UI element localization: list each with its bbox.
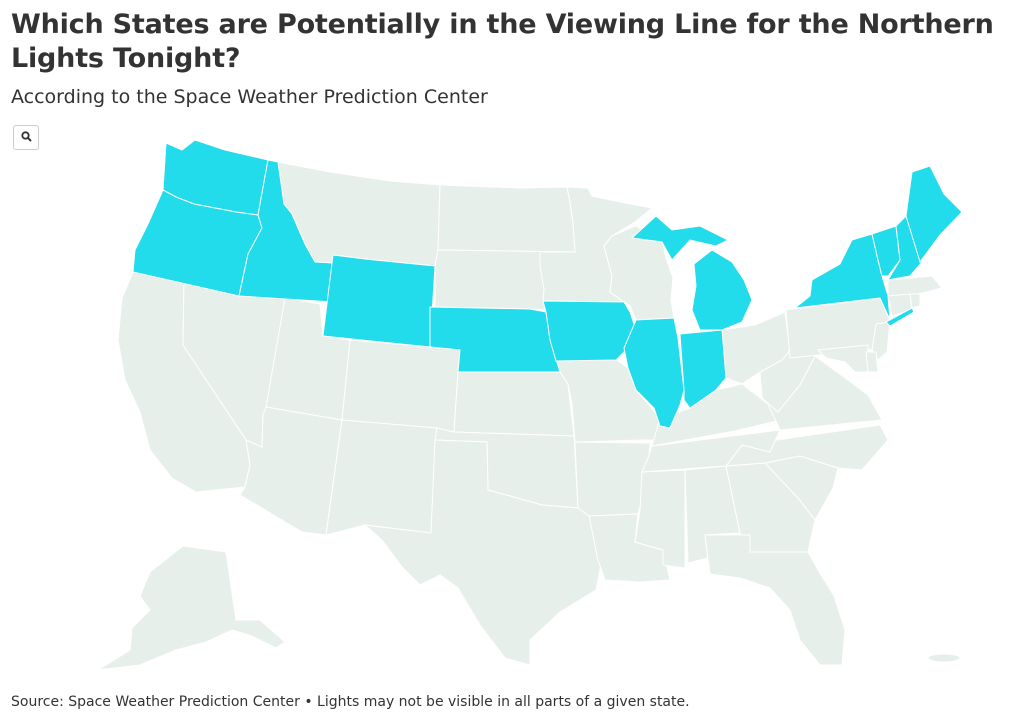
state-illinois[interactable] xyxy=(623,317,685,429)
state-michigan-lower[interactable] xyxy=(691,249,753,331)
state-north-carolina[interactable] xyxy=(724,424,889,471)
state-group-other xyxy=(97,161,961,671)
state-missouri[interactable] xyxy=(555,358,661,443)
state-ohio[interactable] xyxy=(721,311,791,385)
state-nebraska[interactable] xyxy=(429,306,561,373)
state-arkansas[interactable] xyxy=(574,441,651,517)
state-north-dakota[interactable] xyxy=(437,184,576,253)
state-michigan-upper[interactable] xyxy=(630,215,730,261)
zoom-button[interactable] xyxy=(13,125,39,150)
state-wyoming[interactable] xyxy=(322,254,436,348)
chart-subtitle: According to the Space Weather Predictio… xyxy=(11,86,488,108)
state-group-highlighted xyxy=(132,139,963,429)
state-colorado[interactable] xyxy=(341,339,461,433)
state-texas[interactable] xyxy=(363,439,603,666)
us-states-map xyxy=(97,139,963,671)
state-louisiana[interactable] xyxy=(588,513,671,583)
state-indiana[interactable] xyxy=(679,329,727,409)
state-long-island[interactable] xyxy=(885,307,915,327)
source-note: Source: Space Weather Prediction Center … xyxy=(11,694,690,710)
state-rhode-island[interactable] xyxy=(909,293,921,309)
state-tennessee[interactable] xyxy=(641,429,781,473)
state-hawaii[interactable] xyxy=(927,653,961,663)
state-mississippi[interactable] xyxy=(634,469,686,569)
state-maine[interactable] xyxy=(905,165,963,264)
state-kansas[interactable] xyxy=(453,371,575,437)
state-massachusetts[interactable] xyxy=(887,275,943,297)
state-new-mexico[interactable] xyxy=(325,419,438,536)
state-iowa[interactable] xyxy=(542,300,637,362)
state-florida[interactable] xyxy=(704,534,846,666)
search-icon xyxy=(20,129,32,147)
chart-title: Which States are Potentially in the View… xyxy=(11,9,994,74)
state-maryland[interactable] xyxy=(816,344,869,373)
state-alaska[interactable] xyxy=(97,545,286,671)
state-delaware[interactable] xyxy=(865,351,879,373)
